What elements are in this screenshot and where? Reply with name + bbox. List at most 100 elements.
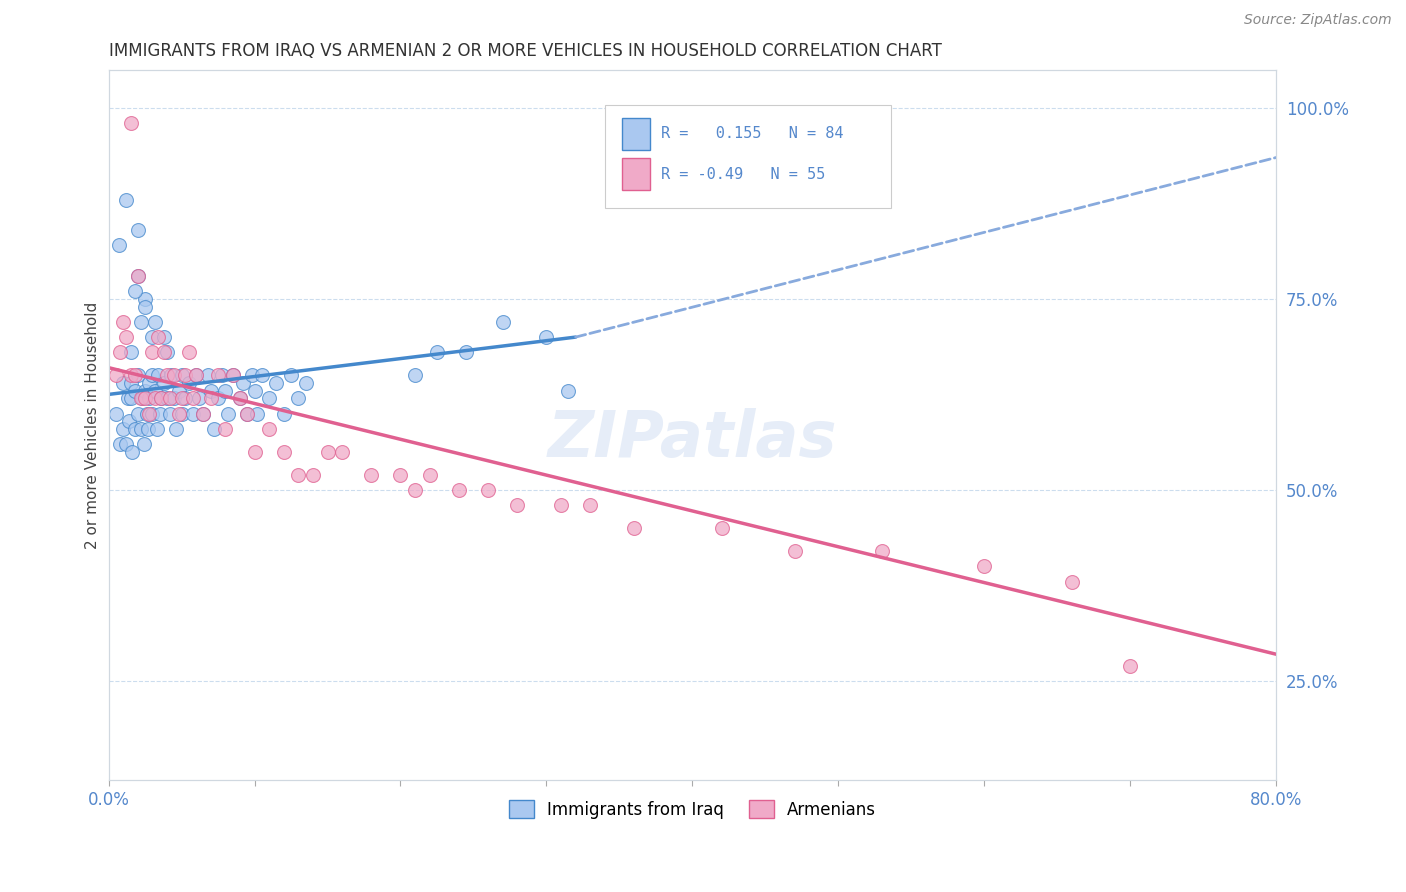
Point [167,384,190,398]
Point [236,407,259,421]
Point [360,467,382,482]
Point [181,391,204,405]
Point [112,315,135,329]
Point [104,407,127,421]
Point [138,376,160,390]
Point [173,368,195,383]
Point [115,193,138,207]
Point [150,391,173,405]
Point [186,368,208,383]
Point [163,368,186,383]
Point [104,368,127,383]
Point [232,376,254,390]
Point [141,407,163,421]
Point [389,467,412,482]
Point [214,384,236,398]
Point [287,467,309,482]
Text: R =   0.155   N = 84: R = 0.155 N = 84 [661,126,844,141]
Point [506,498,529,512]
Point [124,422,146,436]
Point [229,391,252,405]
Point [783,544,806,558]
Point [112,422,135,436]
Point [138,391,160,405]
Point [246,407,269,421]
Text: Source: ZipAtlas.com: Source: ZipAtlas.com [1244,13,1392,28]
Point [447,483,470,497]
Point [120,368,142,383]
Point [193,407,215,421]
Point [217,407,239,421]
Point [202,422,225,436]
Text: IMMIGRANTS FROM IRAQ VS ARMENIAN 2 OR MORE VEHICLES IN HOUSEHOLD CORRELATION CHA: IMMIGRANTS FROM IRAQ VS ARMENIAN 2 OR MO… [108,42,942,60]
Point [163,391,186,405]
Point [240,368,263,383]
Point [148,368,170,383]
Point [193,407,215,421]
Point [141,368,163,383]
Point [870,544,893,558]
Point [1060,574,1083,589]
Point [173,391,195,405]
Point [118,414,141,428]
Point [141,345,163,359]
Point [143,384,166,398]
Point [117,391,139,405]
Point [973,559,995,574]
Point [150,391,173,405]
Point [143,315,166,329]
Point [207,391,229,405]
Point [250,368,273,383]
Point [243,384,266,398]
Point [159,407,181,421]
Point [156,391,179,405]
Point [221,368,243,383]
Point [177,345,200,359]
Point [456,345,478,359]
Point [211,368,233,383]
Point [153,330,176,344]
Point [120,116,142,130]
Point [124,368,146,383]
Point [153,345,176,359]
FancyBboxPatch shape [623,118,651,150]
Point [579,498,602,512]
Point [146,422,169,436]
Point [148,330,170,344]
Point [170,391,193,405]
Text: R = -0.49   N = 55: R = -0.49 N = 55 [661,168,825,182]
Point [141,330,163,344]
Point [1119,658,1142,673]
Point [156,368,179,383]
Point [188,391,211,405]
Point [120,376,142,390]
Point [257,391,280,405]
Point [419,467,441,482]
Point [135,407,157,421]
Point [302,467,325,482]
Point [181,407,204,421]
Point [124,384,146,398]
Point [112,376,135,390]
Point [236,407,259,421]
Point [710,521,733,535]
Point [200,391,222,405]
Point [229,391,252,405]
Point [120,391,142,405]
Point [404,368,426,383]
Point [124,285,146,299]
Point [110,345,132,359]
Y-axis label: 2 or more Vehicles in Household: 2 or more Vehicles in Household [86,301,100,549]
FancyBboxPatch shape [605,105,891,208]
Point [294,376,316,390]
Point [120,345,142,359]
Point [477,483,499,497]
Point [127,268,149,283]
Point [280,368,302,383]
Point [110,437,132,451]
Point [160,368,183,383]
Point [127,368,149,383]
Point [197,368,219,383]
Point [170,407,193,421]
Point [207,368,229,383]
